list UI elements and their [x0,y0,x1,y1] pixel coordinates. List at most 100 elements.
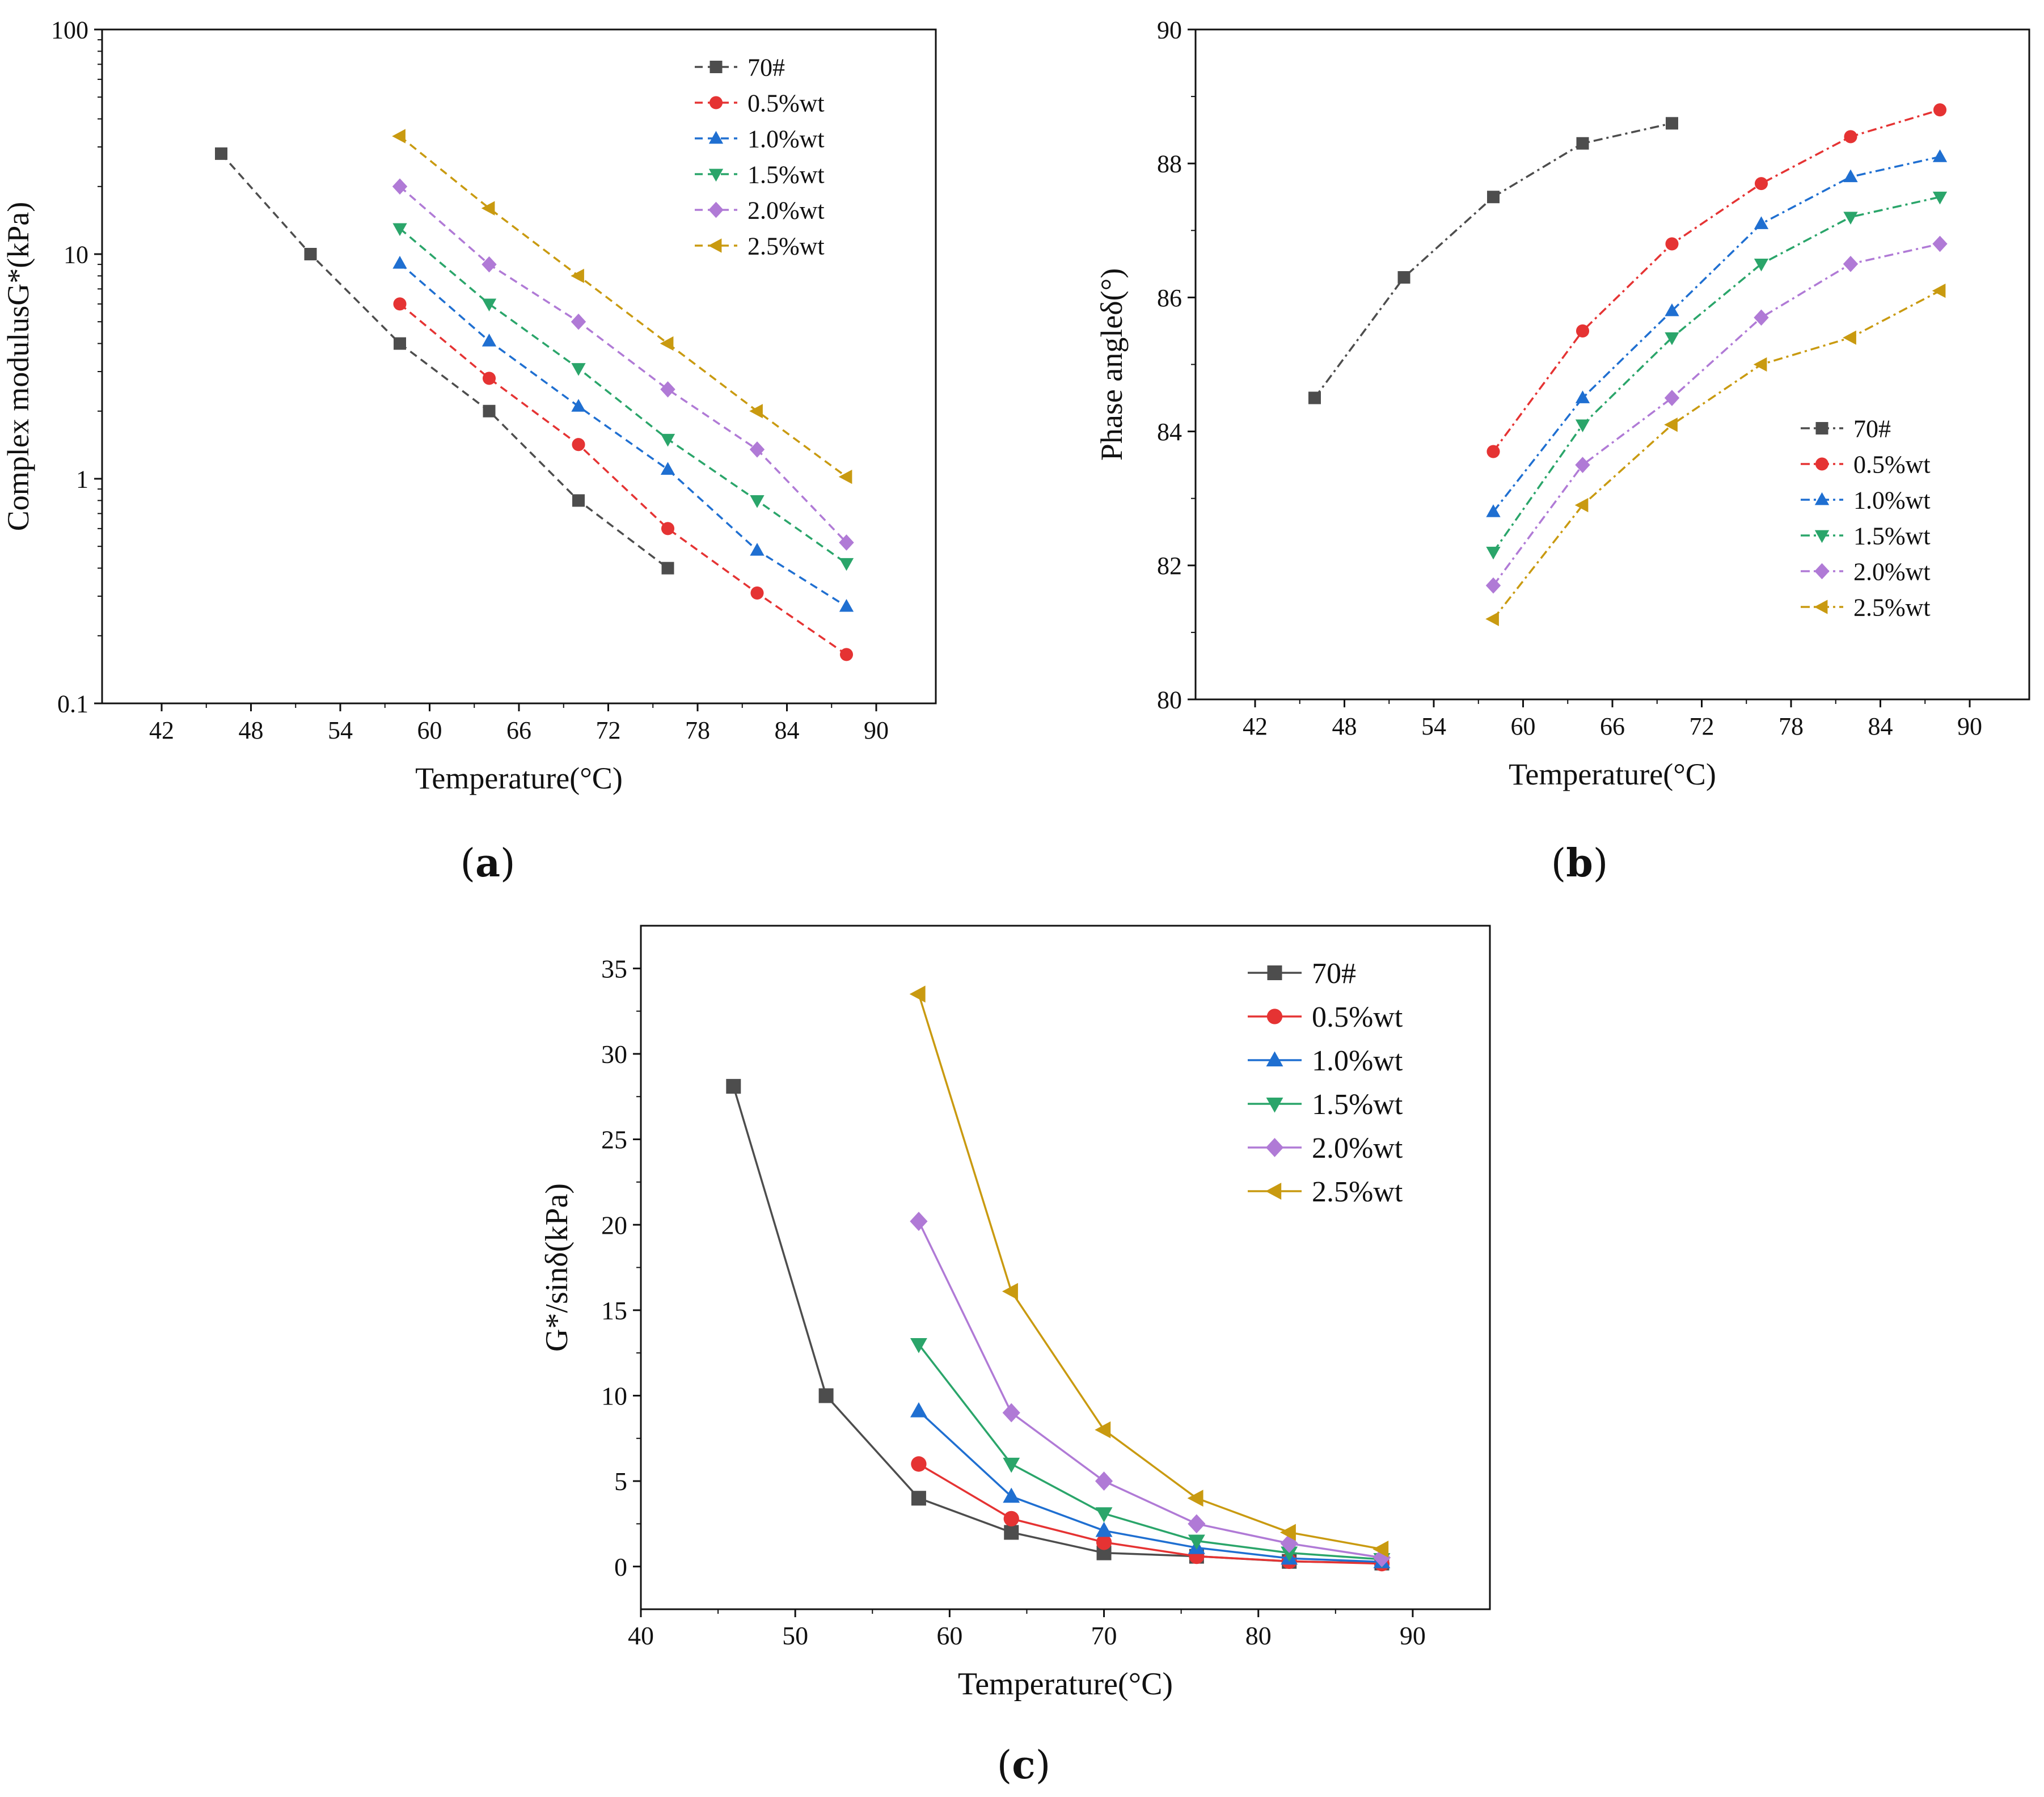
caption-c: (c) [997,1743,1050,1788]
data-point [839,558,854,571]
legend-item: 1.0%wt [1801,486,1931,514]
data-point [661,522,675,535]
legend-marker [708,168,724,182]
data-point [660,462,675,475]
data-point [661,562,674,575]
series-70 [1308,117,1678,404]
legend-label: 1.0%wt [748,125,825,153]
data-point [1372,1548,1391,1567]
series-1-5-wt [392,223,854,571]
data-point [482,372,496,385]
legend-label: 0.5%wt [1853,450,1931,478]
legend-label: 2.5%wt [1853,593,1931,621]
series-line [732,1086,1382,1564]
data-point [1753,357,1767,372]
data-point [1188,1534,1205,1550]
x-tick-label: 54 [328,716,353,744]
data-point [839,598,854,612]
x-tick-label: 80 [1245,1621,1272,1650]
data-point [1754,177,1768,191]
legend-item: 2.0%wt [1248,1132,1403,1165]
legend-item: 0.5%wt [695,89,825,117]
series-line [1492,243,1940,587]
legend-marker [708,130,724,144]
caption-c-letter: c [1012,1743,1035,1788]
y-tick-label: 80 [1157,686,1182,714]
data-point [482,256,497,273]
series-1-0-wt [392,256,854,612]
data-point [1372,1541,1389,1558]
y-tick-label: 10 [64,241,88,268]
data-point [839,648,854,661]
legend-item: 70# [695,53,785,81]
data-point [910,1338,927,1353]
series-2-0-wt [392,178,854,551]
data-point [304,248,317,260]
legend-item: 70# [1801,415,1891,442]
legend-marker [1266,1097,1283,1113]
data-point [1003,1457,1020,1473]
legend-marker [708,201,724,218]
data-point [392,223,407,237]
legend-marker [1266,1009,1283,1024]
y-tick-label: 100 [51,16,88,44]
data-point [749,404,763,419]
data-point [750,495,765,508]
data-point [1843,212,1858,225]
data-point [1485,611,1499,626]
legend-label: 1.0%wt [1853,486,1931,514]
x-tick-label: 40 [628,1621,654,1650]
legend-label: 2.0%wt [1312,1132,1403,1165]
x-tick-label: 72 [596,716,621,744]
x-tick-label: 84 [1868,712,1893,740]
series-line [1314,122,1673,399]
legend-marker [1814,530,1830,543]
data-point [1932,283,1946,298]
y-axis-label: Complex modulusG*(kPa) [1,202,35,531]
x-tick-label: 90 [1400,1621,1426,1650]
data-point [1188,1514,1206,1534]
legend-label: 2.0%wt [1853,558,1931,585]
data-point [660,433,675,447]
data-point [1665,303,1679,317]
series-70 [215,147,674,575]
x-tick-label: 48 [239,716,264,744]
y-tick-label: 20 [601,1210,627,1239]
chart-panel-a: 42 48 54 60 66 72 78 84 90 0.1 1 10 100 Temperature(°… [1,16,937,795]
series-0-5-wt [1486,103,1947,458]
data-point [911,1491,926,1506]
series-1-5-wt [1486,191,1948,560]
data-point [838,469,852,484]
legend: 70# 0.5%wt 1.0%wt 1.5%wt 2.0%wt 2.5%wt [695,53,825,260]
legend-item: 1.0%wt [1248,1045,1403,1077]
legend-marker [1265,1183,1282,1200]
x-tick-label: 60 [936,1621,962,1650]
data-point [482,298,497,312]
data-point [1754,259,1769,272]
data-point [1096,1545,1112,1560]
series-line [918,1410,1382,1563]
legend-label: 2.5%wt [1312,1176,1403,1208]
data-point [571,268,584,284]
data-point [1095,1421,1111,1439]
y-axis-label: G*/sinδ(kPa) [539,1183,575,1352]
data-point [1843,169,1858,183]
x-tick-label: 54 [1421,712,1446,740]
data-point [911,1456,927,1472]
y-tick-label: 15 [601,1296,627,1325]
data-point [393,297,407,311]
series-2-5-wt [1485,283,1946,626]
y-tick-label: 82 [1157,552,1182,580]
legend-item: 1.5%wt [695,161,825,188]
legend-marker [708,238,722,253]
y-tick-label: 90 [1157,16,1182,44]
data-point [910,1212,928,1231]
series-line [399,185,847,543]
legend-label: 0.5%wt [748,89,825,117]
data-point [1576,137,1589,150]
chart-panel-b: 42 48 54 60 66 72 78 84 90 80 82 84 86 88 90 Temperatur… [1095,16,2030,791]
series-2-5-wt [909,985,1389,1558]
data-point [1575,390,1590,403]
data-point [392,129,406,144]
